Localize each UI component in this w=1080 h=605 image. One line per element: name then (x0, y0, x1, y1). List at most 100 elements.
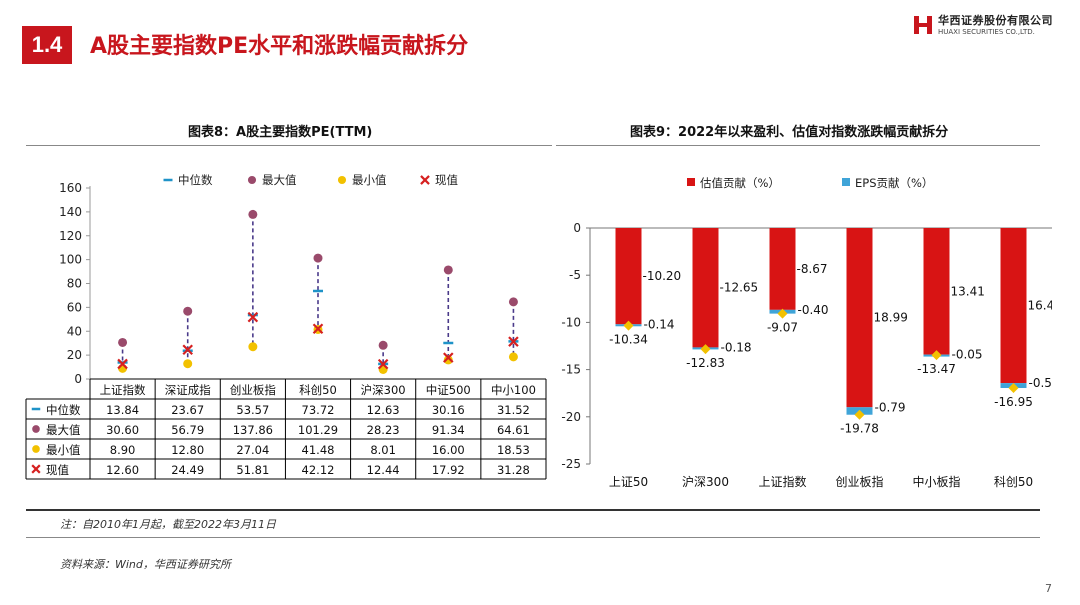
chart8-table-cell: 16.00 (432, 443, 465, 457)
chart8-point-max (248, 209, 258, 219)
chart8-table-cell: 12.44 (367, 463, 400, 477)
chart8-x-category-label: 沪深300 (361, 383, 406, 397)
chart8-point-current (117, 358, 128, 370)
chart8-table-cell: 8.90 (110, 443, 136, 457)
chart8-table-cell: 18.53 (497, 443, 530, 457)
chart9-label-total: -19.78 (840, 422, 879, 436)
chart9-bar-valuation (923, 228, 950, 355)
chart9-x-category-label: 中小板指 (912, 474, 960, 489)
chart9-label-total: -10.34 (609, 333, 648, 347)
chart8-table-cell: 12.63 (367, 403, 400, 417)
chart9-label-eps: -0.14 (644, 317, 675, 331)
chart8-table-row-label: 最大值 (46, 423, 81, 437)
chart9-bar-valuation (615, 228, 642, 325)
chart8-x-category-label: 科创50 (299, 383, 337, 397)
chart8-table-cell: 30.60 (106, 423, 139, 437)
chart8-table-legend-marker (32, 445, 40, 453)
chart8-table-cell: 51.81 (236, 463, 269, 477)
chart9-bar-valuation (846, 228, 873, 408)
chart9-label-eps: -0.79 (875, 400, 906, 414)
chart9-label-total: -16.95 (994, 395, 1033, 409)
chart9-y-tick-label: -15 (561, 363, 581, 377)
footnote-divider (26, 537, 1040, 538)
chart8-title-divider (26, 145, 552, 146)
chart8-table-cell: 137.86 (233, 423, 273, 437)
chart9-legend-swatch (687, 178, 695, 186)
chart8-point-current (182, 344, 193, 356)
chart8-table-row-label: 现值 (46, 463, 69, 477)
chart9-title-divider (556, 145, 1040, 146)
chart8-legend-label: 最大值 (262, 173, 297, 187)
chart8-table-cell: 17.92 (432, 463, 465, 477)
chart8-point-current (377, 358, 389, 370)
chart8-table-cell: 30.16 (432, 403, 465, 417)
chart8-table-cell: 13.84 (106, 403, 139, 417)
chart8-table-cell: 24.49 (171, 463, 204, 477)
chart8-legend-label: 现值 (435, 173, 458, 187)
chart9-bar-valuation (769, 228, 796, 310)
chart8-point-max (183, 306, 193, 316)
logo-company-name-cn: 华西证券股份有限公司 (938, 14, 1053, 27)
chart9-label-valuation: -8.67 (797, 262, 828, 276)
chart8-legend-marker (420, 175, 430, 185)
chart8-point-current (247, 311, 259, 323)
chart9-label-eps: -0.52 (1029, 376, 1053, 390)
chart9-bar-valuation (1000, 228, 1027, 384)
chart8-table-cell: 31.28 (497, 463, 530, 477)
chart8-table-row-label: 中位数 (46, 403, 81, 417)
chart8-x-category-label: 上证指数 (100, 383, 146, 397)
chart9-y-tick-label: -5 (569, 268, 581, 282)
chart9-title: 图表9：2022年以来盈利、估值对指数涨跌幅贡献拆分 (630, 125, 949, 140)
chart9-x-category-label: 沪深300 (682, 475, 729, 489)
chart9-y-tick-label: -25 (561, 457, 581, 471)
chart9-label-valuation: 18.99 (874, 311, 908, 325)
chart8-table-cell: 41.48 (302, 443, 335, 457)
chart8-y-tick-label: 120 (59, 229, 82, 243)
chart9-total-marker (854, 409, 865, 420)
chart8-legend-marker (247, 175, 257, 185)
chart9-legend-label: EPS贡献（%） (855, 176, 933, 190)
chart9-legend-swatch (842, 178, 850, 186)
chart9-label-valuation: -12.65 (720, 281, 759, 295)
chart8-table-cell: 91.34 (432, 423, 465, 437)
chart8-table-cell: 64.61 (497, 423, 530, 437)
chart9-bar-valuation (692, 228, 719, 348)
chart9-y-tick-label: -10 (561, 315, 581, 329)
huaxi-logo-icon (912, 14, 934, 36)
chart8-table-cell: 27.04 (236, 443, 269, 457)
chart8-y-tick-label: 60 (67, 300, 82, 314)
chart8-point-current (443, 352, 454, 363)
chart9-label-total: -9.07 (767, 321, 798, 335)
chart8-table-cell: 12.80 (171, 443, 204, 457)
chart8-x-category-label: 中证500 (426, 383, 471, 397)
page-number: 7 (1045, 582, 1052, 595)
chart8-y-tick-label: 140 (59, 205, 82, 219)
chart9-label-valuation: 13.41 (951, 284, 985, 298)
chart8-y-tick-label: 0 (74, 372, 82, 386)
chart8-point-current (312, 323, 324, 334)
chart9-x-category-label: 创业板指 (835, 474, 883, 489)
chart8-point-max (118, 337, 128, 347)
chart8-point-min (443, 355, 453, 365)
chart9-x-category-label: 科创50 (994, 475, 1033, 489)
chart9-label-valuation: 16.43 (1028, 299, 1053, 313)
chart9-label-eps: -0.18 (721, 340, 752, 354)
chart8-point-min (248, 342, 258, 352)
chart8-x-category-label: 中小100 (491, 383, 536, 397)
page-title: A股主要指数PE水平和涨跌幅贡献拆分 (90, 34, 469, 59)
footnote: 注：自2010年1月起，截至2022年3月11日 (60, 518, 276, 531)
chart9-x-category-label: 上证指数 (758, 474, 806, 489)
chart8-point-max (313, 253, 323, 263)
chart8-table-cell: 56.79 (171, 423, 204, 437)
chart8-legend-marker (337, 175, 347, 185)
chart8-table-legend-marker (32, 425, 40, 433)
chart9-total-marker (623, 320, 634, 331)
chart9-label-total: -12.83 (686, 356, 725, 370)
company-logo: 华西证券股份有限公司 HUAXI SECURITIES CO.,LTD. (912, 12, 1072, 42)
chart8-table-cell: 23.67 (171, 403, 204, 417)
chart8-legend-label: 中位数 (178, 173, 213, 187)
chart8-point-min (183, 359, 193, 369)
chart8-y-tick-label: 40 (67, 324, 82, 338)
chart9-total-marker (700, 344, 711, 355)
